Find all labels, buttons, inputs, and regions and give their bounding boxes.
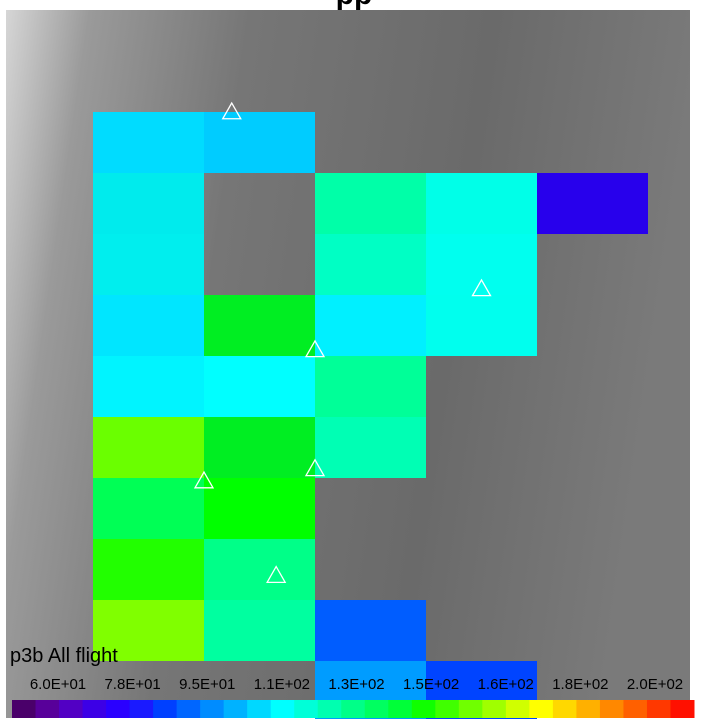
colorbar-tick-label: 1.8E+02 (552, 676, 609, 693)
heatmap-cell (93, 478, 204, 539)
colorbar-segment (176, 700, 201, 718)
heatmap-cell (426, 173, 537, 234)
colorbar-segment (129, 700, 154, 718)
heatmap-cell (315, 234, 426, 295)
colorbar-segment (82, 700, 107, 718)
station-marker (193, 470, 215, 489)
heatmap-cell (93, 112, 204, 173)
colorbar-segment (388, 700, 413, 718)
colorbar-segment (341, 700, 366, 718)
heatmap-cell (204, 112, 315, 173)
station-marker (266, 565, 287, 583)
colorbar-segment (270, 700, 295, 718)
colorbar-tick-label: 7.8E+01 (104, 676, 161, 693)
heatmap-cell (204, 417, 315, 478)
colorbar-tick-label: 9.5E+01 (179, 676, 236, 693)
colorbar-segment (576, 700, 601, 718)
colorbar-segment (623, 700, 648, 718)
heatmap-cell (315, 600, 426, 661)
colorbar (12, 700, 695, 718)
colorbar-tick-label: 1.3E+02 (328, 676, 385, 693)
colorbar-tick-label: 1.1E+02 (253, 676, 311, 693)
colorbar-segment (411, 700, 436, 718)
colorbar-segment (12, 700, 37, 718)
heatmap-cell (93, 600, 204, 661)
heatmap-cell (426, 234, 537, 295)
colorbar-segment (35, 700, 60, 718)
colorbar-segment (599, 700, 624, 718)
colorbar-segment (552, 700, 577, 718)
heatmap-cell (204, 600, 315, 661)
heatmap-cell (93, 539, 204, 600)
heatmap-cell (204, 295, 315, 356)
colorbar-segment (529, 700, 554, 718)
heatmap-cell (93, 417, 204, 478)
heatmap-cell (426, 295, 537, 356)
colorbar-segment (505, 700, 530, 718)
heatmap-cell (537, 173, 648, 234)
colorbar-tick-label: 2.0E+02 (626, 676, 684, 693)
colorbar-segment (458, 700, 483, 718)
station-marker (304, 339, 326, 358)
heatmap-cells (93, 112, 648, 719)
station-marker (221, 101, 242, 120)
colorbar-segment (670, 700, 695, 718)
colorbar-tick-label: 6.0E+01 (29, 676, 87, 693)
colorbar-segment (482, 700, 507, 718)
colorbar-tick-label: 1.6E+02 (477, 676, 534, 693)
plot-label: p3b All flight (10, 645, 118, 667)
heatmap-cell (93, 295, 204, 356)
chart-title: pp (0, 0, 708, 12)
heatmap-cell (315, 173, 426, 234)
station-marker (471, 278, 492, 297)
colorbar-segment (153, 700, 178, 718)
heatmap-cell (204, 356, 315, 417)
colorbar-segment (247, 700, 272, 718)
heatmap-cell (204, 478, 315, 539)
colorbar-tick-label: 1.5E+02 (402, 676, 460, 693)
colorbar-segment (59, 700, 84, 718)
colorbar-segment (364, 700, 389, 718)
colorbar-segment (223, 700, 248, 718)
colorbar-segment (646, 700, 671, 718)
heatmap-cell (315, 356, 426, 417)
colorbar-segment (435, 700, 460, 718)
heatmap-cell (315, 295, 426, 356)
colorbar-segment (106, 700, 131, 718)
heatmap-cell (93, 173, 204, 234)
colorbar-segment (200, 700, 225, 718)
colorbar-segment (294, 700, 319, 718)
heatmap-cell (315, 417, 426, 478)
heatmap-cell (93, 234, 204, 295)
colorbar-segment (317, 700, 342, 718)
station-markers (193, 101, 492, 583)
heatmap-cell (93, 356, 204, 417)
station-marker (304, 458, 326, 477)
heatmap-cell (204, 539, 315, 600)
